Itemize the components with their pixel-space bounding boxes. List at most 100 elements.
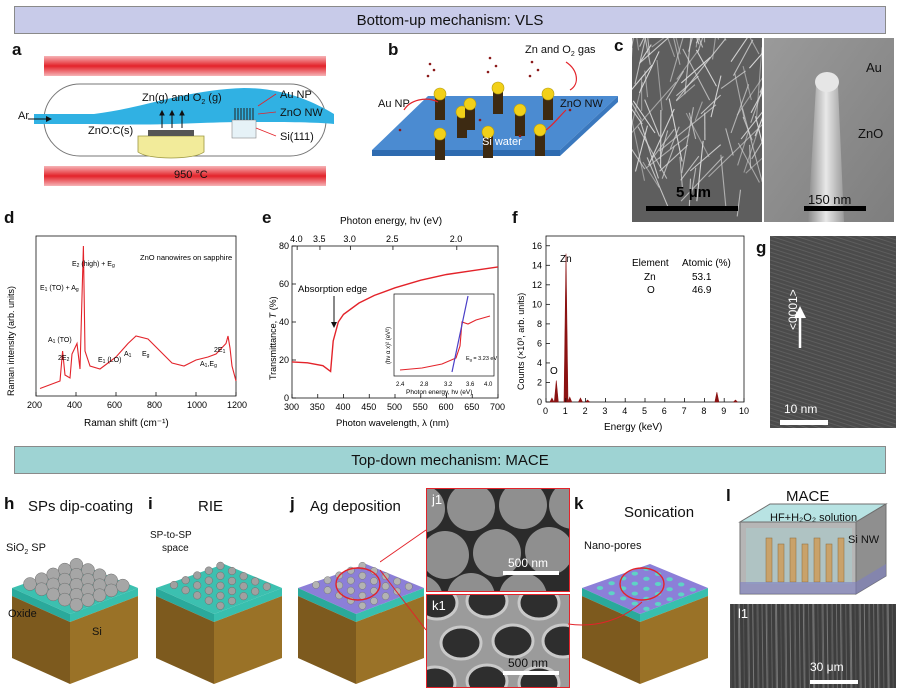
scale-label-k1: 500 nm — [508, 656, 549, 670]
trans-xtick-label: 650 — [464, 402, 479, 412]
lattice-fringe — [770, 247, 896, 289]
oxide-left — [298, 588, 356, 622]
nanowire-strand — [743, 116, 762, 173]
au-nanoparticle — [533, 123, 547, 137]
nano-pore — [631, 591, 638, 596]
si-left — [156, 596, 214, 684]
sem-wire — [863, 604, 866, 688]
nanowire-strand — [658, 104, 717, 152]
panel-i-block — [156, 561, 282, 684]
nanowire-strand — [675, 38, 681, 55]
nanowire-strand — [737, 130, 750, 166]
lattice-fringe — [856, 236, 896, 249]
nanowire-strand — [688, 178, 692, 211]
nanowire-strand — [749, 38, 760, 55]
nano-pore — [608, 581, 615, 586]
sem-pore — [465, 663, 509, 687]
panel-j-title: Ag deposition — [310, 498, 401, 515]
trans-xtick-label: 500 — [387, 402, 402, 412]
sio2-spheres — [23, 558, 130, 612]
raman-xlabel: Raman shift (cm⁻¹) — [84, 418, 169, 429]
sem-texture-right — [764, 38, 894, 222]
coated-sphere — [358, 591, 367, 600]
trans-xlabel: Photon wavelength, λ (nm) — [336, 418, 449, 429]
etched-sphere — [216, 601, 225, 610]
sem-wire — [830, 604, 833, 688]
au-nanoparticle — [481, 125, 495, 139]
lattice-fringe — [770, 267, 896, 309]
sem-wire — [841, 604, 844, 688]
coated-sphere — [381, 582, 390, 591]
sem-wire — [784, 604, 787, 688]
sio2-sphere — [46, 587, 60, 602]
sem-pore — [465, 595, 509, 619]
nanowire-strand — [632, 81, 677, 134]
eds-xtick-label: 10 — [739, 406, 749, 416]
nanowire-strand — [669, 126, 680, 149]
eds-xtick-label: 1 — [563, 406, 568, 416]
direction-label: <0001> — [786, 289, 800, 330]
panel-label-a: a — [12, 40, 22, 59]
nanowire-strand — [632, 82, 644, 126]
nanowire-strand — [665, 70, 685, 101]
sem-wire — [794, 604, 797, 688]
nanowire-strand — [648, 108, 675, 166]
coated-sphere — [323, 586, 332, 595]
inset-fit-line — [451, 295, 469, 373]
sem-sphere — [499, 489, 547, 529]
au-nanoparticle — [463, 97, 477, 111]
etched-sphere — [204, 566, 213, 575]
sem-sphere — [549, 489, 569, 529]
sem-wire — [766, 604, 769, 688]
sem-wire — [803, 604, 806, 688]
lattice-fringe — [770, 283, 896, 325]
sp-space-label-2: space — [162, 543, 189, 554]
peak-label-a1to: A1 (TO) — [48, 337, 72, 345]
lattice-fringe — [770, 339, 896, 381]
lattice-fringe — [770, 239, 896, 281]
sem-wire — [737, 604, 740, 688]
si-nanowire — [777, 543, 785, 583]
sem-wire — [821, 604, 824, 688]
nanowire-strand — [755, 116, 762, 145]
temperature-label: 950 °C — [174, 169, 208, 181]
panel-label-c: c — [614, 36, 624, 55]
eds-xlabel: Energy (keV) — [604, 422, 662, 433]
nano-pore — [631, 581, 638, 586]
coated-sphere — [381, 592, 390, 601]
sem-pore — [517, 595, 561, 621]
sem-wire — [878, 604, 881, 688]
sem-wire — [850, 604, 853, 688]
si-left — [298, 596, 356, 684]
sem-wire — [765, 604, 768, 688]
lattice-fringe — [770, 395, 873, 428]
nanowire-strand — [742, 65, 752, 101]
etched-sphere — [204, 576, 213, 585]
sem-texture-left — [632, 38, 762, 222]
sem-wire — [826, 604, 829, 688]
nanowire-strand — [632, 108, 643, 125]
panel-k-block — [582, 564, 708, 684]
sem-image-j1 — [426, 488, 570, 592]
si-nanowire — [813, 537, 821, 583]
sio2-sphere — [58, 592, 72, 607]
zno-nanowire — [457, 114, 467, 138]
si-left — [582, 596, 640, 684]
etched-sphere — [193, 571, 202, 580]
nanowire-strand — [732, 39, 754, 76]
raman-series-line — [39, 245, 237, 390]
nanowire-strand — [667, 38, 676, 58]
nanowire-strand — [736, 77, 762, 116]
nano-pore — [689, 587, 696, 592]
lattice-fringe — [770, 287, 896, 329]
etched-sphere — [181, 576, 190, 585]
hrtem-image — [770, 236, 896, 428]
zno-nanowire — [493, 90, 503, 114]
lattice-fringe — [770, 351, 896, 393]
j1-label: j1 — [432, 492, 443, 507]
lattice-fringe — [770, 375, 896, 417]
coated-sphere — [370, 577, 378, 585]
sem-image-nanowire-forest — [632, 38, 762, 222]
sem-wire — [770, 604, 773, 688]
nanowire-strand — [680, 56, 711, 84]
